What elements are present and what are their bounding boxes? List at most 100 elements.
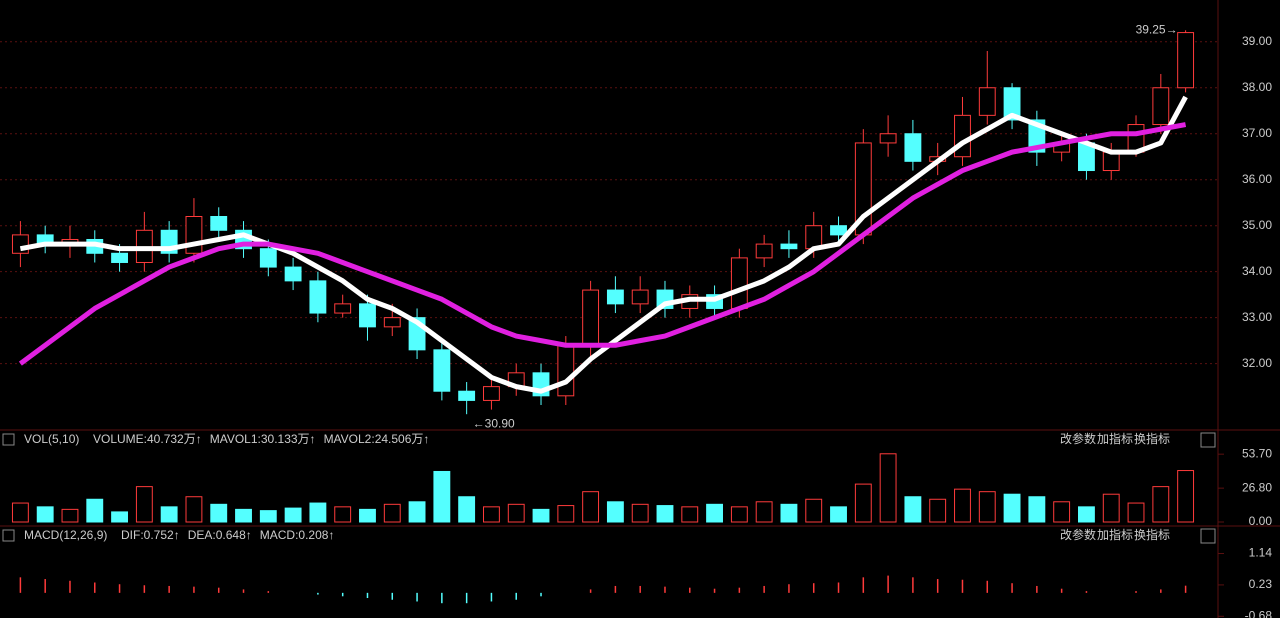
- readout: MAVOL1:30.133万↑: [210, 432, 316, 446]
- volume-bar: [185, 496, 203, 523]
- indicator-button[interactable]: 换指标: [1134, 431, 1170, 446]
- candle-body: [185, 216, 203, 254]
- volume-bar: [805, 498, 823, 523]
- candle-body: [284, 266, 302, 282]
- candle-body: [1177, 32, 1195, 89]
- readout: MAVOL2:24.506万↑: [324, 432, 430, 446]
- volume-bar: [458, 496, 476, 523]
- volume-bar: [780, 503, 798, 523]
- volume-bar: [1003, 493, 1021, 523]
- candle-body: [1003, 87, 1021, 121]
- y-tick-label: 33.00: [1242, 310, 1272, 324]
- volume-bar: [1127, 502, 1145, 523]
- collapse-icon[interactable]: [2, 529, 15, 542]
- volume-bar: [284, 507, 302, 523]
- candle-body: [111, 252, 128, 263]
- volume-bar: [1177, 470, 1195, 523]
- candle-body: [631, 289, 649, 305]
- candle-body: [904, 133, 922, 162]
- candle-body: [483, 386, 500, 401]
- y-tick-label: 37.00: [1242, 126, 1272, 140]
- volume-bar: [929, 498, 947, 523]
- volume-bar: [606, 501, 624, 523]
- volume-bar: [978, 491, 996, 523]
- close-button[interactable]: [1200, 432, 1216, 448]
- indicator-name: MACD(12,26,9): [24, 528, 107, 542]
- candle-body: [334, 303, 352, 314]
- candle-body: [879, 133, 897, 144]
- volume-bar: [135, 486, 153, 523]
- volume-bar: [1028, 496, 1046, 523]
- candle-body: [830, 225, 847, 236]
- volume-bar: [706, 503, 723, 523]
- volume-bar: [111, 511, 128, 523]
- volume-bar: [557, 505, 575, 523]
- volume-bar: [86, 498, 104, 523]
- volume-bar: [1102, 493, 1120, 523]
- readout: MACD:0.208↑: [260, 528, 335, 542]
- candle-body: [1102, 151, 1120, 172]
- y-tick-label: 36.00: [1242, 172, 1272, 186]
- volume-bar: [830, 506, 847, 523]
- close-button[interactable]: [1200, 528, 1216, 544]
- volume-bar: [1152, 486, 1170, 523]
- candle-body: [780, 243, 798, 250]
- candle-body: [954, 114, 971, 158]
- candle-body: [582, 289, 600, 346]
- candle-body: [11, 234, 29, 254]
- volume-bar: [383, 503, 401, 523]
- candle-body: [557, 344, 575, 397]
- volume-bar: [210, 503, 228, 523]
- candle-body: [433, 349, 451, 392]
- moving-average-line: [18, 122, 1187, 366]
- volume-bar: [532, 508, 550, 523]
- volume-bar: [755, 501, 773, 523]
- y-tick-label: 32.00: [1242, 356, 1272, 370]
- candle-body: [309, 280, 327, 314]
- volume-bar: [259, 510, 277, 523]
- candle-body: [606, 289, 624, 305]
- candle-body: [259, 248, 277, 268]
- readout: DIF:0.752↑: [121, 528, 180, 542]
- volume-bar: [61, 508, 79, 523]
- indicator-name: VOL(5,10): [24, 432, 79, 446]
- y-tick-label: 0.00: [1249, 514, 1273, 528]
- y-tick-label: 35.00: [1242, 218, 1272, 232]
- volume-bar: [631, 503, 649, 523]
- volume-bar: [433, 470, 451, 523]
- y-tick-label: 0.23: [1249, 577, 1273, 591]
- candle-body: [730, 257, 748, 309]
- volume-bar: [507, 503, 525, 523]
- candle-body: [210, 216, 228, 231]
- volume-bar: [1078, 506, 1095, 523]
- volume-bar: [235, 508, 252, 523]
- volume-bar: [582, 491, 600, 523]
- volume-bar: [483, 506, 500, 523]
- volume-bar: [656, 505, 674, 523]
- indicator-button[interactable]: 加指标: [1097, 431, 1133, 446]
- y-tick-label: 1.14: [1249, 546, 1273, 560]
- readout: VOLUME:40.732万↑: [93, 432, 202, 446]
- candle-body: [383, 317, 401, 328]
- volume-bar: [1053, 501, 1071, 523]
- volume-bar: [408, 501, 426, 523]
- volume-bar: [160, 506, 178, 523]
- indicator-button[interactable]: 改参数: [1060, 431, 1096, 446]
- volume-bar: [954, 488, 971, 523]
- volume-bar: [36, 506, 54, 523]
- volume-bar: [681, 506, 699, 523]
- y-tick-label: 39.00: [1242, 34, 1272, 48]
- candle-body: [458, 390, 476, 401]
- indicator-button[interactable]: 改参数: [1060, 527, 1096, 542]
- candle-body: [359, 303, 376, 328]
- indicator-button[interactable]: 加指标: [1097, 527, 1133, 542]
- y-tick-label: -0.68: [1245, 608, 1273, 618]
- candle-body: [978, 87, 996, 116]
- volume-bar: [879, 453, 897, 523]
- moving-average-line: [19, 95, 1188, 394]
- indicator-button[interactable]: 换指标: [1134, 527, 1170, 542]
- collapse-icon[interactable]: [2, 433, 15, 446]
- y-tick-label: 38.00: [1242, 80, 1272, 94]
- candle-body: [755, 243, 773, 259]
